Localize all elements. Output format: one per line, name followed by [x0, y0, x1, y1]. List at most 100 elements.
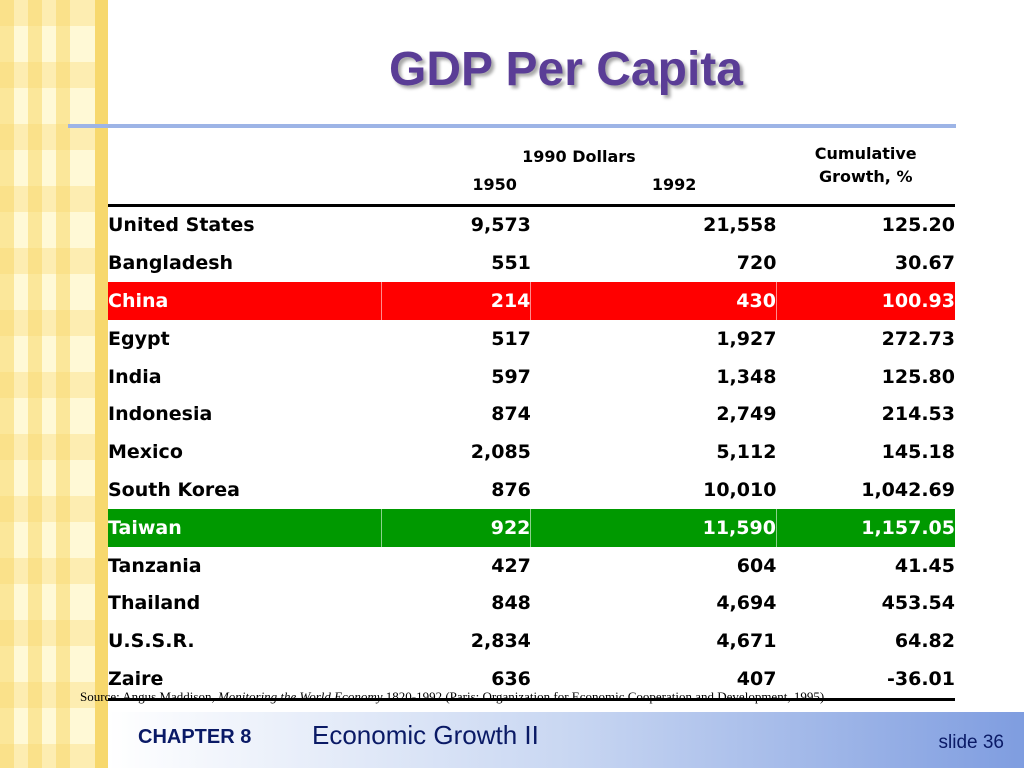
strip-row	[0, 186, 108, 212]
table-row: U.S.S.R. 2,834 4,671 64.82	[108, 622, 955, 660]
growth-cell: 214.53	[881, 403, 955, 426]
growth-cell: 100.93	[775, 282, 955, 320]
header-cumulative-growth: Cumulative Growth, %	[776, 128, 955, 207]
source-book: Monitoring the World Economy	[217, 689, 383, 704]
country-cell: Indonesia	[108, 403, 213, 426]
value-1992-cell: 604	[736, 554, 777, 577]
value-1992-cell: 21,558	[703, 214, 777, 237]
country-cell: Egypt	[108, 327, 170, 350]
value-1950-cell: 2,085	[470, 441, 531, 464]
table-row: Taiwan 922 11,590 1,157.05	[108, 508, 955, 547]
header-growth-line-2: Growth, %	[818, 166, 913, 186]
strip-row	[0, 496, 108, 522]
growth-cell: 453.54	[881, 592, 955, 615]
strip-row	[0, 558, 108, 584]
strip-row	[0, 372, 108, 398]
value-1992-cell: 430	[530, 282, 777, 320]
value-1950-cell: 214	[380, 282, 531, 320]
value-1992-cell: 2,749	[716, 403, 777, 426]
strip-row	[0, 248, 108, 274]
value-1950-cell: 922	[380, 508, 531, 547]
strip-row	[0, 124, 108, 150]
table-body: United States 9,573 21,558 125.20 Bangladesh…	[108, 205, 955, 701]
growth-cell: 30.67	[894, 252, 955, 275]
table-subheader-row: 1950 1992	[108, 165, 955, 207]
value-1950-cell: 9,573	[470, 214, 531, 237]
country-cell: Tanzania	[108, 554, 202, 577]
table-row: Indonesia 874 2,749 214.53	[108, 396, 955, 434]
growth-cell: 125.80	[881, 365, 955, 388]
country-cell: Mexico	[108, 441, 183, 464]
country-cell: United States	[108, 214, 255, 237]
header-1992: 1992	[530, 165, 777, 207]
table-row: Thailand 848 4,694 453.54	[108, 585, 955, 623]
header-blank-2	[108, 165, 382, 207]
table-row: China 214 430 100.93	[108, 282, 955, 320]
value-1992-cell: 4,694	[716, 592, 777, 615]
value-1950-cell: 636	[381, 660, 531, 701]
value-1950-cell: 2,834	[470, 630, 531, 653]
country-cell: Thailand	[108, 592, 201, 615]
slide-footer: CHAPTER 8 Economic Growth II slide 36	[108, 712, 1024, 768]
country-cell: Zaire	[108, 660, 382, 701]
growth-cell: 41.45	[894, 554, 955, 577]
table-row: India 597 1,348 125.80	[108, 358, 955, 396]
slide-title: GDP Per Capita	[389, 43, 743, 96]
value-1992-cell: 5,112	[716, 441, 777, 464]
strip-row	[0, 434, 108, 460]
header-growth-line-1: Cumulative	[814, 144, 917, 164]
strip-row	[0, 62, 108, 88]
gdp-table: 1990 Dollars Cumulative Growth, % 1950 1…	[108, 128, 955, 701]
table-row: Egypt 517 1,927 272.73	[108, 320, 955, 358]
value-1950-cell: 517	[491, 327, 531, 350]
header-1990-dollars: 1990 Dollars	[522, 146, 636, 166]
table-header-row: 1990 Dollars Cumulative Growth, %	[108, 128, 955, 207]
country-cell: U.S.S.R.	[108, 630, 195, 653]
country-cell: Taiwan	[108, 516, 182, 539]
header-1950: 1950	[381, 165, 531, 207]
table-row: Tanzania 427 604 41.45	[108, 547, 955, 585]
table-row: United States 9,573 21,558 125.20	[108, 205, 955, 244]
country-cell: South Korea	[108, 479, 241, 502]
country-cell: China	[108, 290, 169, 313]
value-1950-cell: 874	[491, 403, 531, 426]
chapter-label: CHAPTER 8	[138, 726, 252, 748]
strip-row	[0, 682, 108, 708]
value-1950-cell: 427	[491, 554, 531, 577]
strip-column	[0, 0, 14, 768]
strip-column	[28, 0, 42, 768]
table-row: Bangladesh 551 720 30.67	[108, 244, 955, 282]
growth-cell: 1,157.05	[775, 508, 955, 547]
table-row: Zaire 636 407 -36.01	[108, 660, 955, 701]
chapter-title: Economic Growth II	[312, 720, 539, 750]
source-note: Source: Angus Maddison, Monitoring the W…	[80, 689, 1024, 705]
value-1992-cell: 1,348	[716, 365, 777, 388]
strip-column	[56, 0, 70, 768]
source-prefix: Source: Angus Maddison,	[80, 689, 218, 704]
strip-row	[0, 620, 108, 646]
growth-cell: 272.73	[881, 327, 955, 350]
strip-row	[0, 310, 108, 336]
growth-cell: -36.01	[776, 660, 955, 701]
decorative-side-strip	[0, 0, 108, 768]
growth-cell: 145.18	[881, 441, 955, 464]
value-1992-cell: 4,671	[716, 630, 777, 653]
value-1950-cell: 876	[491, 479, 531, 502]
growth-cell: 1,042.69	[861, 479, 955, 502]
table-row: Mexico 2,085 5,112 145.18	[108, 433, 955, 471]
source-suffix: 1820-1992 (Paris: Organization for Econo…	[382, 689, 825, 704]
header-blank	[108, 128, 381, 166]
value-1992-cell: 10,010	[703, 479, 777, 502]
slide-number: slide 36	[938, 732, 1005, 753]
value-1992-cell: 720	[736, 252, 777, 275]
value-1992-cell: 11,590	[530, 508, 777, 547]
value-1950-cell: 848	[491, 592, 531, 615]
country-cell: India	[108, 365, 162, 388]
strip-edge	[95, 0, 108, 768]
value-1950-cell: 597	[491, 365, 531, 388]
strip-row	[0, 744, 108, 768]
value-1950-cell: 551	[491, 252, 531, 275]
strip-row	[0, 0, 108, 26]
value-1992-cell: 1,927	[716, 327, 777, 350]
title-divider	[68, 124, 956, 128]
